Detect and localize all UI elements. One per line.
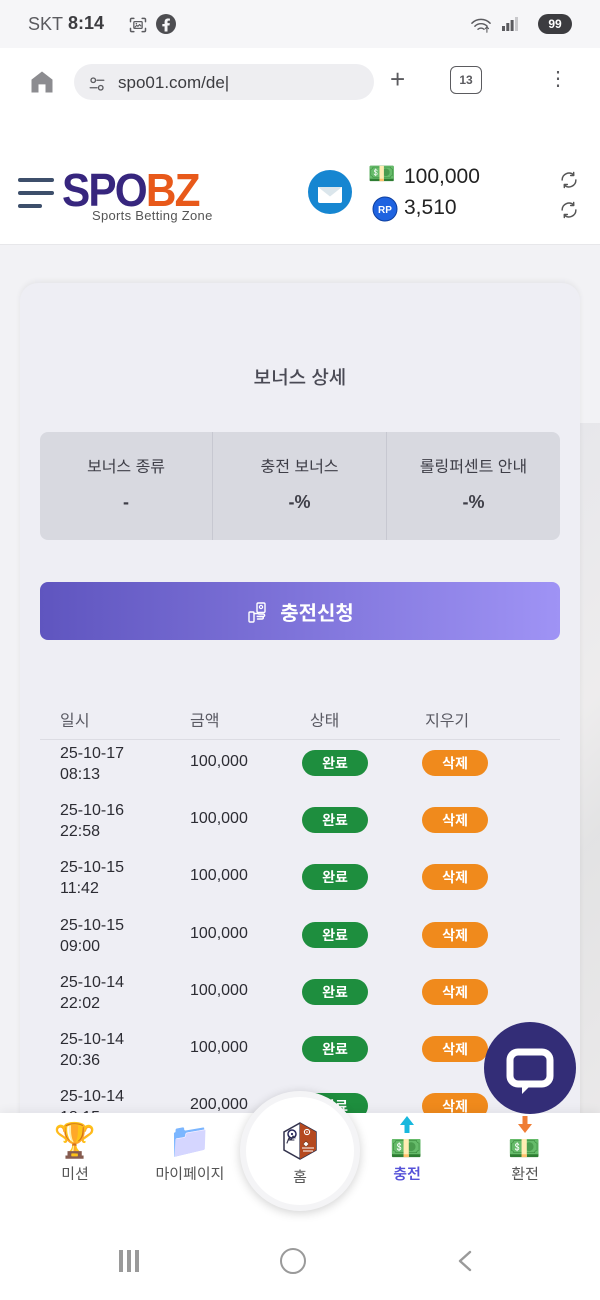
svg-text:RP: RP xyxy=(378,205,392,216)
